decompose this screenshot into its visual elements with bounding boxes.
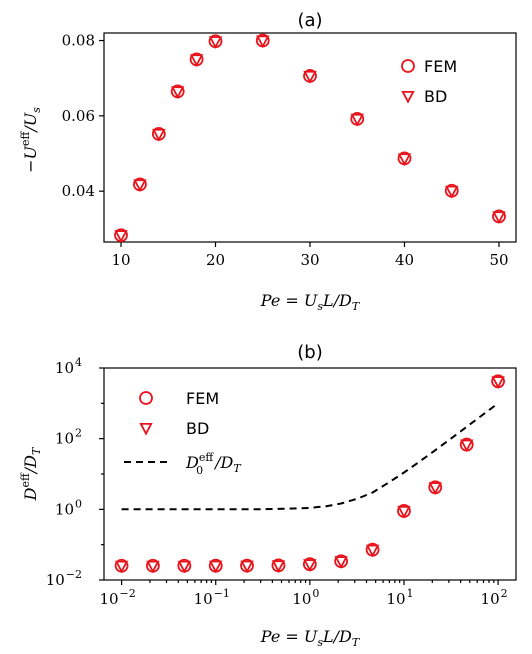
panel-a-title: (a) <box>297 10 322 31</box>
legend-marker-fem-shape <box>401 59 415 73</box>
data-point-bd <box>208 36 223 49</box>
y-tick-label: 102 <box>55 427 82 448</box>
y-tick-label: 0.04 <box>62 182 95 200</box>
x-tick-label: 40 <box>395 251 414 269</box>
data-point-bd <box>240 560 254 574</box>
data-point-bd <box>189 54 204 68</box>
data-point-bd <box>445 185 459 199</box>
data-point-bd <box>114 560 129 574</box>
legend-label-bd: BD <box>424 87 447 106</box>
panel-a-points <box>114 33 506 243</box>
data-point-bd <box>303 559 317 572</box>
panel-b-xlabel: Pe = UsL/DT <box>260 627 361 649</box>
x-tick-label: 10−2 <box>99 587 135 608</box>
data-point-bd <box>428 482 442 495</box>
x-tick-label: 100 <box>292 587 319 608</box>
data-point-bd <box>177 560 192 574</box>
y-tick-label: 100 <box>55 497 82 518</box>
legend-label-fem: FEM <box>186 389 219 408</box>
data-point-bd <box>133 179 147 193</box>
panel-b-points <box>114 374 505 574</box>
panel-a-ylabel: −Ueff/Us <box>19 107 43 173</box>
legend-marker-fem <box>139 391 153 405</box>
data-point-bd <box>350 113 364 127</box>
legend-marker-bd-shape <box>401 90 415 104</box>
panel-a-ticks: 10 20 30 40 50 0.04 0.06 0.08 <box>62 32 509 269</box>
x-tick-label: 30 <box>300 251 319 269</box>
x-tick-label: 20 <box>206 251 225 269</box>
data-point-bd <box>397 153 412 167</box>
data-point-bd <box>365 544 380 558</box>
data-point-bd <box>209 560 223 574</box>
y-tick-label: 0.06 <box>62 107 95 125</box>
panel-b: (b) 10−2 10−1 100 101 102 10−2 100 102 104 Pe = … <box>19 342 517 649</box>
data-point-bd <box>256 35 270 49</box>
legend-label-d0eff: Deff 0/DT <box>185 451 242 477</box>
legend-label-bd: BD <box>186 419 209 438</box>
legend-marker-bd <box>139 422 153 436</box>
data-point-bd <box>152 128 166 142</box>
panel-b-title: (b) <box>297 342 322 363</box>
panel-a: (a) 10 20 30 40 50 0.04 0.06 0.08 Pe = UsL/DT −… <box>19 10 517 313</box>
dashed-curve-d0eff <box>121 402 499 511</box>
data-point-bd <box>460 439 474 453</box>
data-point-bd <box>491 376 505 389</box>
data-point-bd <box>397 505 411 519</box>
data-point-bd <box>146 560 160 574</box>
panel-b-ylabel: Deff/DT <box>19 446 43 501</box>
legend-marker-fem <box>401 59 415 73</box>
legend-marker-fem-shape <box>139 391 153 405</box>
panel-b-legend: FEM BD Deff 0/DT <box>124 389 242 477</box>
x-tick-label: 10−1 <box>194 587 230 608</box>
panel-a-xlabel: Pe = UsL/DT <box>260 291 361 313</box>
y-tick-label: 0.08 <box>62 32 95 50</box>
data-point-bd <box>334 556 348 569</box>
data-point-bd <box>303 70 317 84</box>
y-tick-label: 104 <box>55 356 82 377</box>
data-point-bd <box>492 211 506 225</box>
legend-label-fem: FEM <box>424 57 457 76</box>
panel-b-axes-frame <box>103 367 517 581</box>
x-tick-label: 50 <box>489 251 508 269</box>
x-tick-label: 10 <box>111 251 130 269</box>
data-point-bd <box>271 560 286 573</box>
panel-a-legend: FEM BD <box>401 57 457 106</box>
y-tick-label: 10−2 <box>46 568 82 589</box>
legend-marker-bd <box>401 90 415 104</box>
x-tick-label: 102 <box>481 587 508 608</box>
data-point-bd <box>171 86 185 100</box>
x-tick-label: 101 <box>386 587 413 608</box>
legend-marker-bd-shape <box>139 422 153 436</box>
data-point-bd <box>114 230 128 243</box>
